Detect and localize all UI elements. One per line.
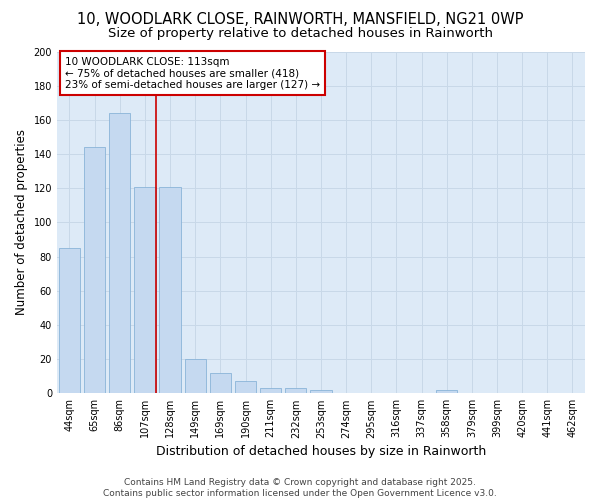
Bar [134, 186, 155, 394]
Y-axis label: Number of detached properties: Number of detached properties [15, 130, 28, 316]
Bar [436, 390, 457, 394]
Bar [310, 390, 332, 394]
X-axis label: Distribution of detached houses by size in Rainworth: Distribution of detached houses by size … [156, 444, 486, 458]
Bar [260, 388, 281, 394]
Bar [185, 359, 206, 394]
Bar [59, 248, 80, 394]
Bar [235, 382, 256, 394]
Text: 10 WOODLARK CLOSE: 113sqm
← 75% of detached houses are smaller (418)
23% of semi: 10 WOODLARK CLOSE: 113sqm ← 75% of detac… [65, 56, 320, 90]
Bar [84, 147, 106, 394]
Text: Size of property relative to detached houses in Rainworth: Size of property relative to detached ho… [107, 28, 493, 40]
Bar [209, 373, 231, 394]
Bar [285, 388, 307, 394]
Text: 10, WOODLARK CLOSE, RAINWORTH, MANSFIELD, NG21 0WP: 10, WOODLARK CLOSE, RAINWORTH, MANSFIELD… [77, 12, 523, 28]
Bar [109, 113, 130, 394]
Bar [160, 186, 181, 394]
Text: Contains HM Land Registry data © Crown copyright and database right 2025.
Contai: Contains HM Land Registry data © Crown c… [103, 478, 497, 498]
